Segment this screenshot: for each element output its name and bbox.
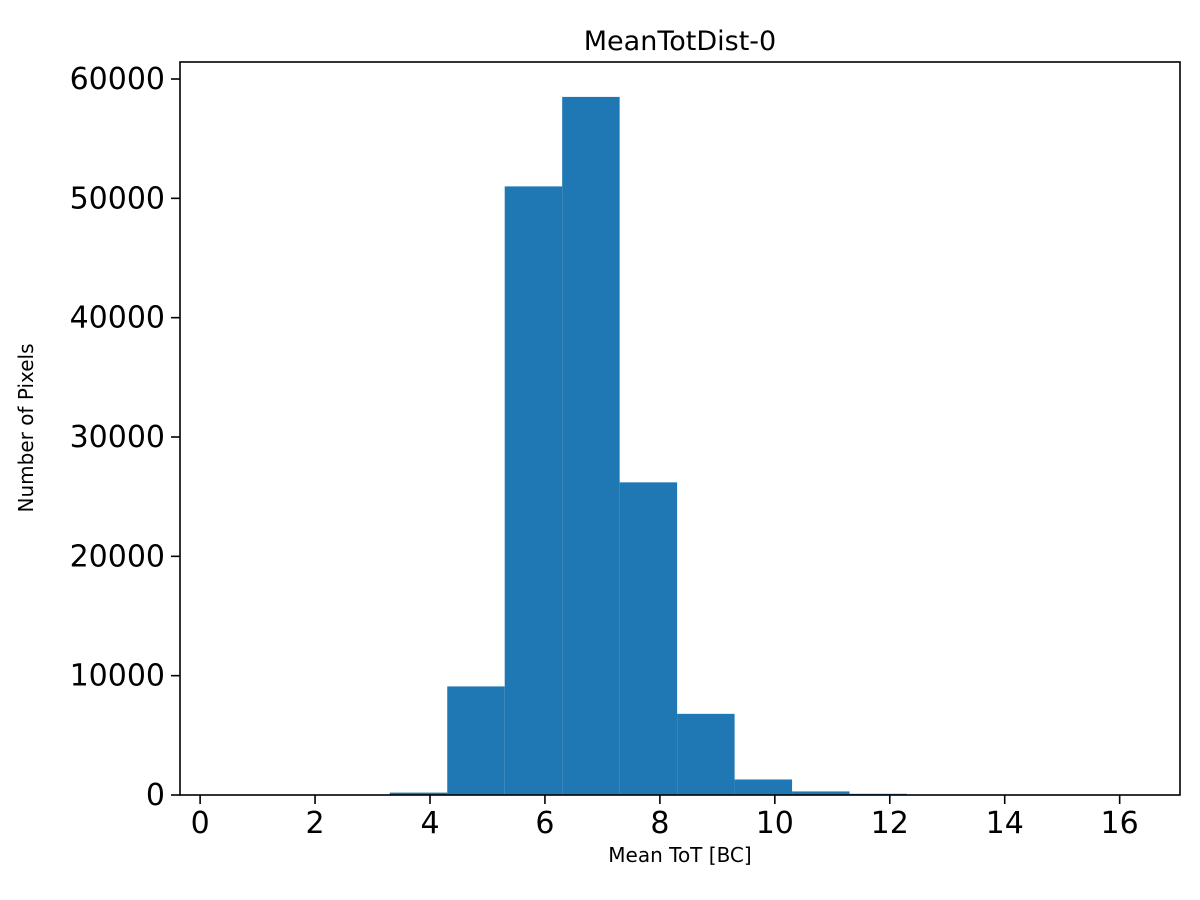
x-tick-label: 4 bbox=[420, 806, 439, 841]
x-tick-label: 10 bbox=[756, 806, 794, 841]
bars-layer bbox=[389, 96, 908, 795]
histogram-bar bbox=[504, 186, 563, 795]
y-tick-label: 40000 bbox=[70, 301, 165, 336]
x-tick-label: 12 bbox=[871, 806, 909, 841]
plot-border bbox=[179, 61, 1181, 796]
histogram-bar bbox=[734, 779, 793, 795]
histogram-bar bbox=[389, 792, 448, 795]
x-tick-label: 16 bbox=[1101, 806, 1139, 841]
y-tick-label: 20000 bbox=[70, 539, 165, 574]
y-tick-label: 50000 bbox=[70, 181, 165, 216]
histogram-bar bbox=[562, 96, 620, 795]
histogram-bar bbox=[619, 482, 678, 795]
y-axis-label: Number of Pixels bbox=[14, 343, 38, 512]
y-tick-label: 0 bbox=[146, 778, 165, 813]
x-tick-label: 6 bbox=[535, 806, 554, 841]
y-tick-label: 60000 bbox=[70, 62, 165, 97]
y-tick-label: 10000 bbox=[70, 659, 165, 694]
x-axis-label: Mean ToT [BC] bbox=[608, 843, 751, 867]
histogram-bar bbox=[447, 686, 505, 795]
chart-title: MeanTotDist-0 bbox=[584, 26, 776, 57]
histogram-bar bbox=[792, 791, 850, 795]
x-tick-label: 14 bbox=[986, 806, 1024, 841]
x-tick-label: 2 bbox=[306, 806, 325, 841]
x-tick-label: 0 bbox=[191, 806, 210, 841]
x-tick-label: 8 bbox=[650, 806, 669, 841]
y-tick-label: 30000 bbox=[70, 420, 165, 455]
histogram-bar bbox=[677, 713, 735, 795]
axes-layer: 0 2 4 6 8 10 12 14 16 0 10000 20000 30000 40000 50000 6… bbox=[70, 61, 1181, 841]
